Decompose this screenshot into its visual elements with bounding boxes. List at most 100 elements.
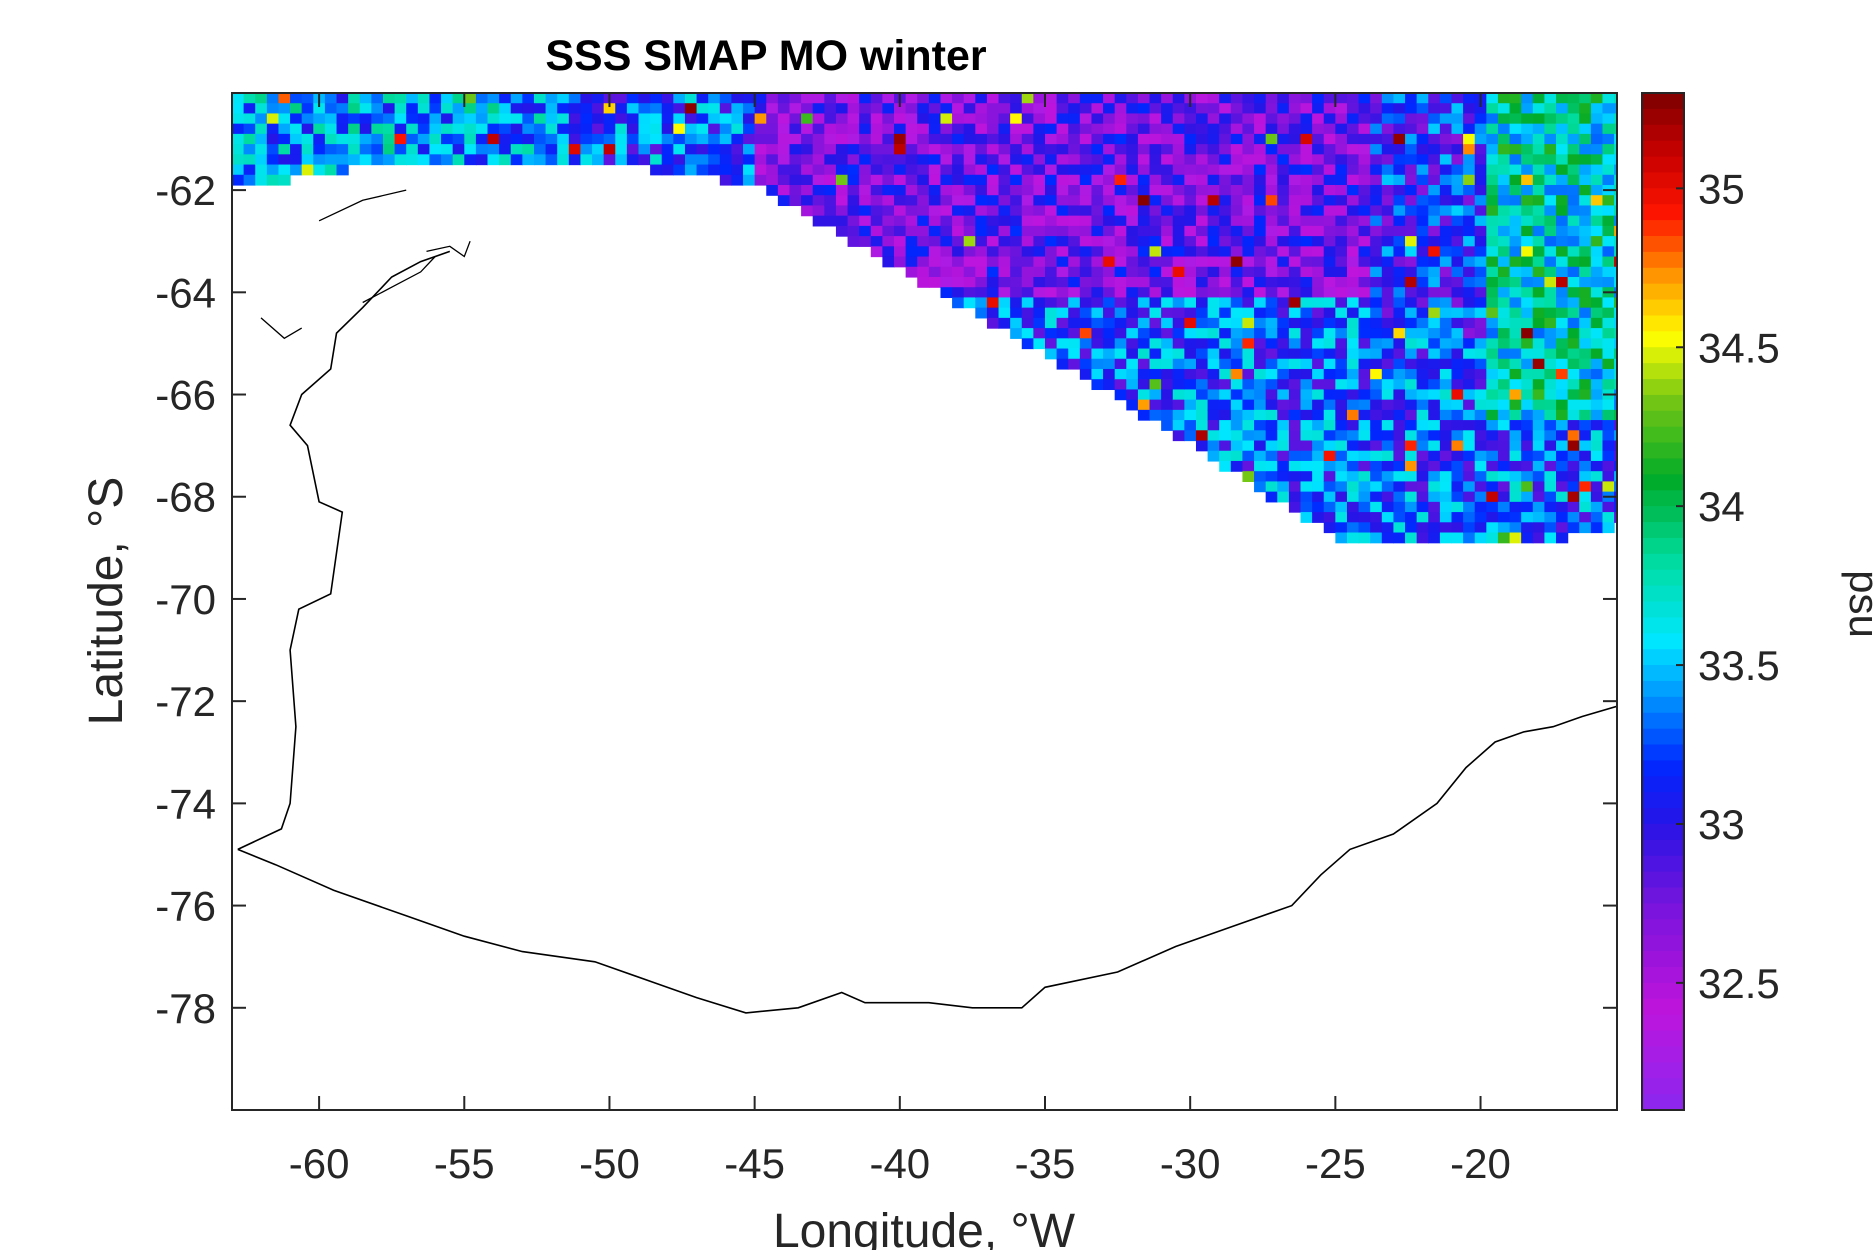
heatmap-cell [1114,174,1127,186]
heatmap-cell [1312,460,1325,472]
heatmap-cell [1381,532,1395,544]
heatmap-cell [1509,236,1522,247]
heatmap-cell [1242,256,1255,268]
heatmap-cell [1021,215,1034,227]
heatmap-cell [1381,409,1395,421]
heatmap-cell [719,164,733,176]
heatmap-cell [1567,440,1580,452]
heatmap-cell [1323,266,1336,278]
heatmap-cell [1103,164,1116,176]
heatmap-cell [1079,307,1093,319]
heatmap-cell [371,93,384,104]
heatmap-cell [1439,215,1453,227]
heatmap-cell [1544,501,1557,513]
heatmap-cell [1544,338,1557,350]
heatmap-cell [1207,399,1220,411]
heatmap-cell [1521,164,1534,176]
heatmap-cell [812,144,825,155]
heatmap-cell [278,103,291,115]
heatmap-cell [1486,236,1499,247]
heatmap-cell [1521,368,1534,380]
heatmap-cell [1474,440,1487,452]
heatmap-cell [1323,399,1336,411]
heatmap-cell [313,164,326,176]
heatmap-cell [1265,409,1278,421]
heatmap-cell [952,266,965,278]
heatmap-cell [1451,450,1464,462]
heatmap-cell [789,93,802,104]
heatmap-cell [975,266,988,278]
heatmap-cell [905,133,918,145]
heatmap-cell [696,123,709,135]
heatmap-cell [801,164,814,176]
heatmap-cell [1172,307,1185,319]
heatmap-cell [1277,481,1290,493]
heatmap-cell [1184,113,1197,125]
heatmap-cell [1288,144,1302,155]
heatmap-cell [464,154,477,166]
heatmap-cell [1590,133,1604,145]
heatmap-cell [754,164,767,176]
heatmap-cell [1323,368,1336,380]
heatmap-cell [266,174,280,186]
heatmap-cell [1428,358,1441,370]
heatmap-cell [348,123,361,135]
heatmap-cell [1219,256,1232,268]
heatmap-cell [1497,225,1511,237]
colorbar-band [1642,172,1684,189]
heatmap-cell [1277,420,1290,431]
heatmap-cell [1184,215,1197,227]
heatmap-cell [533,154,547,166]
heatmap-cell [1532,266,1546,278]
y-tick-label: -70 [155,576,216,623]
heatmap-cell [1416,460,1429,472]
heatmap-cell [1207,348,1220,360]
heatmap-cell [1556,297,1569,309]
heatmap-cell [1346,215,1360,227]
heatmap-cell [1300,256,1313,268]
heatmap-cell [731,123,744,135]
heatmap-cell [1428,328,1441,339]
heatmap-cell [1509,225,1522,237]
heatmap-cell [1103,215,1116,227]
heatmap-cell [1579,287,1592,299]
heatmap-cell [1463,215,1476,227]
heatmap-cell [1242,215,1255,227]
heatmap-cell [1486,103,1499,115]
heatmap-cell [1602,246,1615,258]
heatmap-cell [1439,471,1453,482]
heatmap-cell [1195,430,1209,442]
heatmap-cell [1521,287,1534,299]
heatmap-cell [882,103,895,115]
heatmap-cell [719,123,733,135]
heatmap-cell [1416,491,1429,503]
heatmap-cell [1428,195,1441,207]
heatmap-cell [1381,358,1395,370]
heatmap-cell [963,154,976,166]
colorbar-band [1642,93,1684,110]
heatmap-cell [1219,317,1232,329]
heatmap-cell [1579,399,1592,411]
heatmap-cell [1323,133,1336,145]
heatmap-cell [1509,328,1522,339]
heatmap-cell [1137,287,1151,299]
heatmap-cell [1254,297,1267,309]
heatmap-cell [1463,471,1476,482]
heatmap-cell [1288,287,1302,299]
heatmap-cell [1079,103,1093,115]
heatmap-cell [1184,379,1197,391]
heatmap-cell [1486,123,1499,135]
heatmap-cell [1033,123,1046,135]
heatmap-cell [940,133,953,145]
heatmap-cell [1103,103,1116,115]
heatmap-cell [1346,471,1360,482]
heatmap-cell [1045,276,1058,288]
heatmap-cell [847,103,860,115]
heatmap-cell [1207,276,1220,288]
heatmap-cell [1300,430,1313,442]
heatmap-cell [1416,307,1429,319]
heatmap-cell [1300,358,1313,370]
colorbar-band [1642,1030,1684,1048]
heatmap-cell [1614,328,1617,339]
heatmap-cell [789,123,802,135]
